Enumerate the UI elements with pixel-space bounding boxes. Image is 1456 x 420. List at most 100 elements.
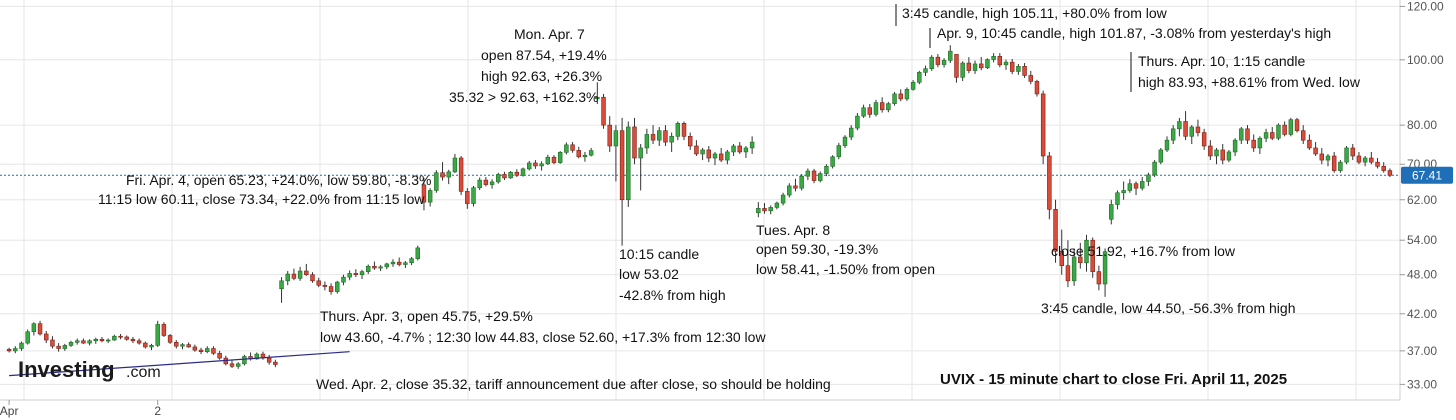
candle-body — [533, 162, 538, 167]
candle-body — [285, 273, 290, 282]
candle — [322, 281, 328, 291]
candle — [768, 205, 773, 215]
candle — [50, 336, 55, 349]
candle — [112, 334, 117, 341]
candle — [440, 162, 445, 181]
candle-body — [595, 96, 600, 100]
candle — [1362, 155, 1368, 167]
candle — [93, 337, 99, 344]
candle-body — [551, 156, 557, 163]
candle — [564, 142, 569, 155]
candle-body — [960, 62, 965, 78]
candle — [149, 343, 154, 351]
candle — [712, 151, 718, 166]
candle — [396, 257, 402, 267]
candle — [465, 188, 470, 209]
candle — [1369, 151, 1374, 165]
candle — [675, 121, 681, 141]
candle-body — [1053, 209, 1058, 252]
candle-body — [997, 56, 1003, 66]
candle — [582, 151, 588, 162]
candle-body — [130, 338, 136, 342]
candle-body — [966, 62, 972, 71]
candle — [1300, 125, 1306, 145]
last-price-label: 67.41 — [1401, 166, 1453, 184]
annotation-pointers — [895, 4, 1132, 92]
candle-body — [768, 207, 773, 212]
candle-body — [1300, 130, 1306, 141]
candle — [409, 256, 414, 266]
candle-body — [1294, 119, 1300, 131]
candle-body — [1232, 139, 1238, 153]
candle — [601, 93, 606, 129]
candle — [285, 271, 290, 286]
candle-body — [917, 72, 922, 83]
candle — [1325, 153, 1331, 167]
candle-body — [576, 150, 581, 158]
candle — [1245, 125, 1250, 145]
note-apr7-l4: 35.32 > 92.63, +162.3% — [449, 89, 598, 105]
candle — [780, 192, 786, 206]
candle — [706, 145, 712, 163]
candle — [421, 177, 427, 211]
candle-body — [700, 149, 705, 155]
candle — [1251, 134, 1256, 152]
candle-body — [1245, 128, 1250, 141]
note-345-high: 3:45 candle, high 105.11, +80.0% from lo… — [902, 5, 1168, 21]
candle-body — [1208, 145, 1213, 157]
candle — [1071, 248, 1077, 286]
candle-body — [1270, 132, 1275, 139]
candle — [1127, 179, 1133, 193]
candle — [136, 338, 142, 345]
candle — [403, 260, 408, 269]
candle — [477, 177, 482, 191]
candle — [6, 347, 12, 353]
note-1015-l1: 10:15 candle — [619, 246, 699, 262]
candle-body — [1325, 155, 1331, 161]
candle-body — [1047, 155, 1052, 210]
candle — [818, 171, 823, 183]
candle-body — [421, 184, 427, 203]
candle — [1270, 126, 1275, 141]
candle-body — [787, 185, 792, 196]
candle-body — [415, 247, 420, 259]
candle — [718, 147, 724, 163]
y-tick-label: 62.00 — [1407, 193, 1437, 207]
candle-body — [836, 145, 842, 158]
candle — [167, 333, 173, 344]
candle — [588, 147, 594, 157]
candle — [1016, 63, 1021, 75]
candle — [985, 58, 990, 70]
candle-body — [1164, 139, 1170, 151]
candle-body — [149, 345, 154, 348]
candle-body — [1140, 181, 1145, 189]
candle — [366, 264, 371, 275]
candle-body — [756, 208, 761, 214]
candle-body — [409, 258, 414, 264]
candle — [762, 203, 767, 214]
candle-body — [991, 56, 996, 60]
time-axis-ticks: Apr 2 — [0, 400, 161, 418]
candle — [799, 174, 804, 191]
candle — [1040, 90, 1046, 165]
candle — [774, 201, 780, 210]
candle-body — [1078, 256, 1083, 264]
candle — [297, 266, 303, 281]
candle — [192, 344, 198, 352]
candle — [1276, 123, 1281, 141]
candle-body — [712, 153, 718, 159]
candle — [1146, 172, 1151, 186]
note-1015-l3: -42.8% from high — [619, 287, 726, 303]
y-tick-label: 42.00 — [1407, 307, 1437, 321]
candle — [1152, 160, 1157, 178]
candle-body — [570, 144, 575, 151]
candle — [830, 155, 835, 169]
candle — [1319, 147, 1325, 165]
candle — [539, 161, 544, 171]
candle — [1065, 240, 1071, 288]
candle-body — [1040, 93, 1046, 157]
candle — [304, 263, 309, 276]
candle-body — [353, 273, 359, 275]
x-tick-label: Apr — [0, 404, 18, 418]
candle — [632, 117, 637, 165]
